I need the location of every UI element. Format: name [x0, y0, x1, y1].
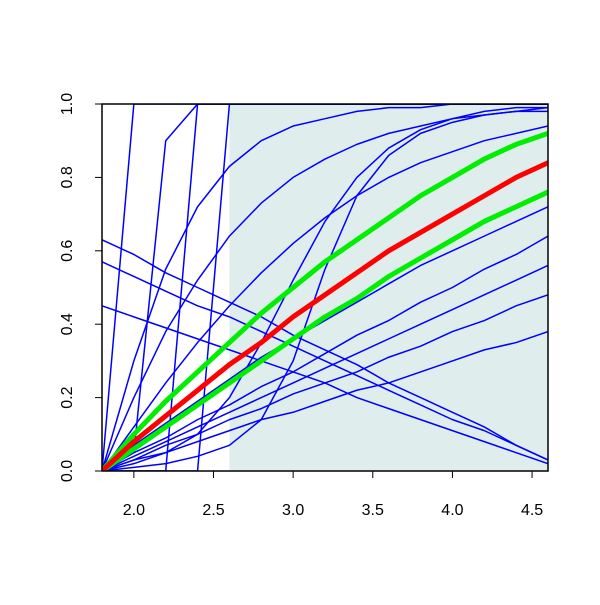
series-line — [102, 104, 548, 471]
y-tick-label: 0.0 — [59, 460, 76, 482]
series-line — [102, 330, 548, 471]
series-line — [102, 206, 548, 471]
x-tick-label: 3.0 — [282, 502, 304, 519]
series-line — [102, 125, 548, 471]
series-line — [102, 106, 548, 471]
series-line — [102, 110, 548, 471]
x-tick-label: 2.5 — [202, 502, 224, 519]
series-line — [102, 104, 548, 471]
series-line — [102, 104, 548, 471]
y-tick-label: 0.2 — [59, 386, 76, 408]
y-tick-label: 1.0 — [59, 93, 76, 115]
x-tick-label: 3.5 — [362, 502, 384, 519]
x-tick-label: 4.0 — [441, 502, 463, 519]
x-tick-label: 2.0 — [123, 502, 145, 519]
y-tick-label: 0.6 — [59, 240, 76, 262]
series-line — [102, 261, 548, 461]
shaded-region — [229, 104, 548, 471]
series-line — [102, 294, 548, 471]
series-line — [102, 239, 548, 461]
series-line — [102, 106, 548, 471]
series-line — [102, 189, 548, 471]
series-line — [102, 130, 548, 471]
series-line — [102, 264, 548, 471]
series-line — [102, 235, 548, 471]
y-tick-label: 0.8 — [59, 166, 76, 188]
series-line — [102, 160, 548, 471]
plot-area — [102, 104, 548, 471]
x-tick-label: 4.5 — [521, 502, 543, 519]
y-tick-label: 0.4 — [59, 313, 76, 335]
